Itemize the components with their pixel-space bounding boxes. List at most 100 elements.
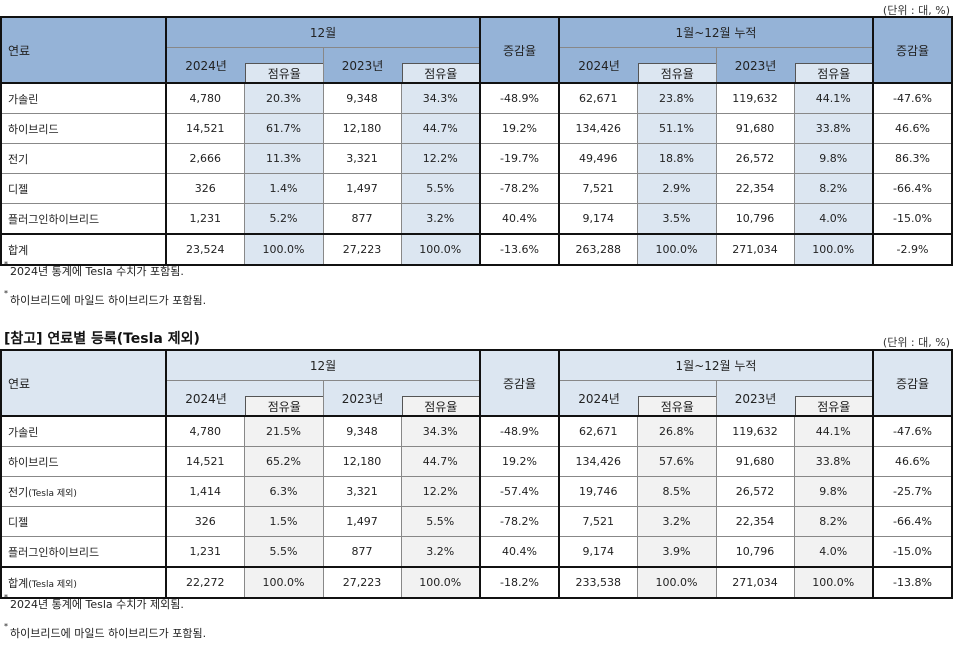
fuel-name: 디젤 [0, 173, 167, 204]
dec-2024-count: 2,666 [165, 143, 245, 174]
fuel-name: 하이브리드 [0, 113, 167, 144]
dec-2024-share: 100.0% [243, 566, 324, 599]
header-dec-2023: 2023년 점유율 [322, 47, 481, 84]
total-row: 합계(Tesla 제외) 22,272 100.0% 27,223 100.0%… [0, 566, 953, 599]
dec-2023-count: 877 [322, 536, 402, 568]
header-ytd-2024: 2024년 점유율 [558, 380, 717, 417]
ytd-2023-count: 271,034 [715, 566, 795, 599]
ytd-2023-count: 26,572 [715, 476, 795, 507]
dec-2024-share: 11.3% [243, 143, 324, 174]
dec-2023-count: 3,321 [322, 143, 402, 174]
ytd-2023-count: 22,354 [715, 173, 795, 204]
dec-2024-share: 61.7% [243, 113, 324, 144]
ytd-2023-share: 44.1% [793, 415, 874, 447]
dec-2024-share: 65.2% [243, 446, 324, 477]
dec-2024-share: 5.2% [243, 203, 324, 235]
ytd-2024-share: 23.8% [636, 82, 717, 114]
header-ytd: 1월~12월 누적 [558, 349, 874, 381]
fuel-label: 디젤 [8, 515, 29, 529]
ytd-2024-share: 51.1% [636, 113, 717, 144]
dec-2024-share: 100.0% [243, 233, 324, 266]
ytd-2024-count: 263,288 [558, 233, 638, 266]
footnote-text: 2024년 통계에 Tesla 수치가 제외됨. [10, 598, 184, 611]
table-row: 플러그인하이브리드 1,231 5.5% 877 3.2% 40.4% 9,17… [0, 536, 953, 568]
ytd-change: 46.6% [872, 446, 953, 477]
ytd-2024-share: 100.0% [636, 566, 717, 599]
header-december-change: 증감율 [479, 16, 560, 84]
fuel-label: 하이브리드 [8, 455, 59, 469]
dec-2023-count: 12,180 [322, 446, 402, 477]
dec-2023-share: 3.2% [400, 203, 481, 235]
dec-change: -78.2% [479, 173, 560, 204]
ytd-2023-count: 10,796 [715, 203, 795, 235]
ytd-2024-count: 9,174 [558, 203, 638, 235]
fuel-name: 플러그인하이브리드 [0, 203, 167, 235]
dec-change: 40.4% [479, 536, 560, 568]
dec-2024-count: 1,414 [165, 476, 245, 507]
dec-2023-count: 9,348 [322, 415, 402, 447]
total-row: 합계 23,524 100.0% 27,223 100.0% -13.6% 26… [0, 233, 953, 266]
ytd-change: -15.0% [872, 536, 953, 568]
header-ytd-2023-label: 2023년 [734, 391, 777, 406]
ytd-2023-count: 91,680 [715, 446, 795, 477]
ytd-2023-share: 33.8% [793, 113, 874, 144]
fuel-registration-table-excl-tesla: 연료 12월 증감율 1월~12월 누적 증감율 2024년 점유율 2023년 [0, 349, 953, 599]
ytd-2024-count: 134,426 [558, 113, 638, 144]
ytd-change: 86.3% [872, 143, 953, 174]
footnote-marker: * [4, 260, 8, 269]
ytd-2023-count: 119,632 [715, 415, 795, 447]
fuel-label: 합계 [8, 576, 29, 590]
header-ytd-2023-share: 점유율 [794, 63, 872, 82]
unit-label: (단위 : 대, %) [882, 336, 950, 349]
table-row: 디젤 326 1.4% 1,497 5.5% -78.2% 7,521 2.9%… [0, 173, 953, 204]
fuel-name: 합계 [0, 233, 167, 266]
ytd-2024-count: 233,538 [558, 566, 638, 599]
header-december-change: 증감율 [479, 349, 560, 417]
ytd-2023-count: 271,034 [715, 233, 795, 266]
fuel-name: 플러그인하이브리드 [0, 536, 167, 568]
ytd-change: -13.8% [872, 566, 953, 599]
ytd-2024-share: 3.2% [636, 506, 717, 537]
dec-change: -19.7% [479, 143, 560, 174]
dec-2024-count: 4,780 [165, 415, 245, 447]
dec-change: -57.4% [479, 476, 560, 507]
header-ytd-2024-share: 점유율 [638, 63, 715, 82]
ytd-2024-share: 57.6% [636, 446, 717, 477]
ytd-2024-count: 7,521 [558, 173, 638, 204]
header-ytd-change: 증감율 [872, 16, 953, 84]
dec-2023-count: 1,497 [322, 173, 402, 204]
dec-2024-share: 1.4% [243, 173, 324, 204]
fuel-name: 가솔린 [0, 82, 167, 114]
ytd-2023-share: 44.1% [793, 82, 874, 114]
ytd-2024-share: 2.9% [636, 173, 717, 204]
footnote-marker: * [4, 593, 8, 602]
table-row: 디젤 326 1.5% 1,497 5.5% -78.2% 7,521 3.2%… [0, 506, 953, 537]
ytd-2024-share: 100.0% [636, 233, 717, 266]
table-header: 연료 12월 증감율 1월~12월 누적 증감율 2024년 점유율 2023년 [0, 349, 953, 417]
ytd-2023-count: 10,796 [715, 536, 795, 568]
dec-change: 19.2% [479, 446, 560, 477]
fuel-suffix: (Tesla 제외) [28, 488, 77, 499]
dec-2024-count: 1,231 [165, 203, 245, 235]
footnote: *하이브리드에 마일드 하이브리드가 포함됨. [4, 283, 206, 312]
header-december: 12월 [165, 16, 481, 48]
fuel-name: 합계(Tesla 제외) [0, 566, 167, 599]
dec-2024-share: 5.5% [243, 536, 324, 568]
header-dec-2023: 2023년 점유율 [322, 380, 481, 417]
dec-2024-count: 14,521 [165, 113, 245, 144]
ytd-change: -15.0% [872, 203, 953, 235]
ytd-2023-share: 4.0% [793, 203, 874, 235]
ytd-2023-share: 9.8% [793, 476, 874, 507]
ytd-2023-share: 100.0% [793, 566, 874, 599]
header-dec-2024-label: 2024년 [185, 391, 227, 406]
ytd-change: -47.6% [872, 82, 953, 114]
dec-2023-count: 1,497 [322, 506, 402, 537]
dec-2023-share: 100.0% [400, 233, 481, 266]
dec-2023-share: 34.3% [400, 82, 481, 114]
dec-2024-count: 1,231 [165, 536, 245, 568]
dec-change: -78.2% [479, 506, 560, 537]
dec-change: -13.6% [479, 233, 560, 266]
header-ytd-2024-label: 2024년 [578, 391, 620, 406]
dec-2023-count: 12,180 [322, 113, 402, 144]
ytd-2024-count: 9,174 [558, 536, 638, 568]
